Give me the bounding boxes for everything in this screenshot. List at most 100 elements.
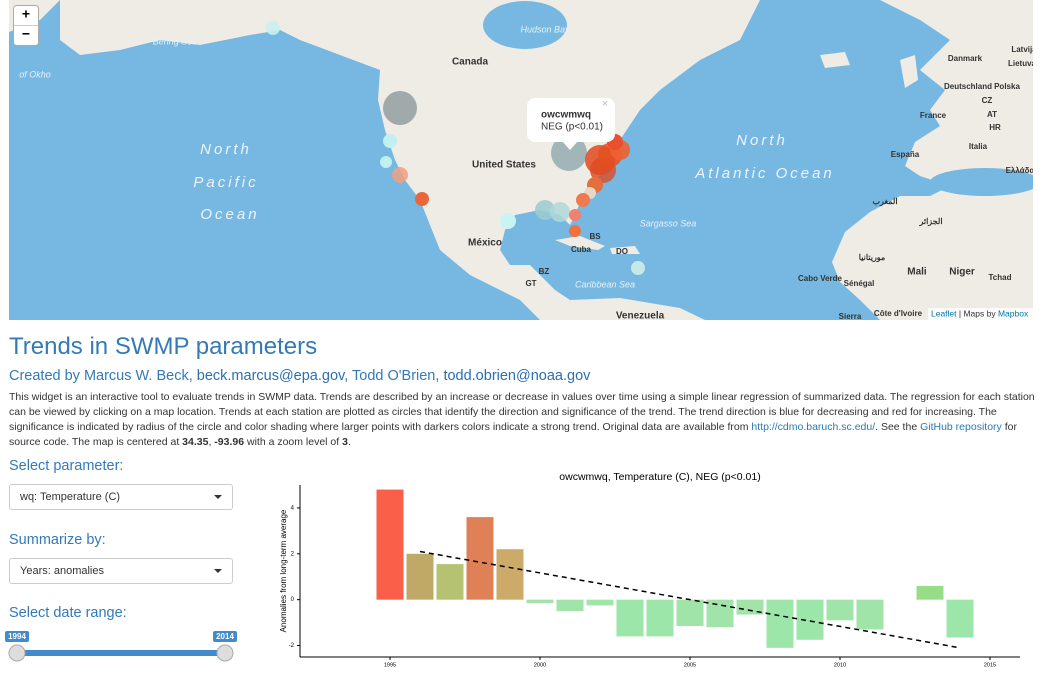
summary-label: Summarize by: bbox=[9, 532, 106, 548]
x-tick-label: 2010 bbox=[834, 662, 846, 668]
land bbox=[610, 246, 640, 254]
map-label: Caribbean Sea bbox=[575, 279, 635, 289]
sea bbox=[930, 168, 1033, 196]
summary-select[interactable]: Years: anomalies bbox=[9, 558, 233, 584]
map-label: Deutschland bbox=[944, 82, 992, 91]
latitude: 34.35 bbox=[182, 436, 209, 448]
parameter-label: Select parameter: bbox=[9, 458, 124, 474]
marker[interactable] bbox=[415, 192, 429, 206]
map-label: AT bbox=[987, 110, 997, 119]
bar bbox=[616, 599, 644, 637]
marker[interactable] bbox=[576, 193, 590, 207]
bar bbox=[676, 599, 704, 627]
zoom-control: + − bbox=[13, 5, 39, 46]
link[interactable]: GitHub repository bbox=[920, 421, 1002, 433]
description: This widget is an interactive tool to ev… bbox=[9, 390, 1035, 450]
bar bbox=[916, 585, 944, 600]
marker[interactable] bbox=[569, 209, 581, 221]
slider-track[interactable] bbox=[17, 650, 225, 656]
marker[interactable] bbox=[551, 135, 587, 171]
leaflet-link[interactable]: Leaflet bbox=[931, 309, 957, 319]
map-label: Côte d'Ivoire bbox=[874, 309, 923, 318]
map-label: Danmark bbox=[948, 54, 983, 63]
map-label: Ελλάδα bbox=[1006, 166, 1033, 175]
map-label: Niger bbox=[949, 267, 975, 278]
x-tick-label: 2015 bbox=[984, 662, 996, 668]
land bbox=[900, 55, 918, 88]
marker[interactable] bbox=[266, 21, 280, 35]
marker[interactable] bbox=[383, 134, 397, 148]
map-label: GT bbox=[525, 279, 536, 288]
email-link[interactable]: beck.marcus@epa.gov bbox=[196, 368, 345, 384]
text: . See the bbox=[875, 421, 921, 433]
map-label: Latvija bbox=[1011, 45, 1033, 54]
bar bbox=[496, 549, 524, 600]
map-label: Sargasso Sea bbox=[640, 218, 697, 228]
bar bbox=[736, 599, 764, 615]
marker[interactable] bbox=[500, 213, 516, 229]
land bbox=[560, 298, 705, 320]
bar bbox=[436, 564, 464, 600]
date-label: Select date range: bbox=[9, 605, 127, 621]
y-tick-label: 4 bbox=[291, 506, 295, 512]
map-label: México bbox=[468, 238, 502, 249]
mapbox-link[interactable]: Mapbox bbox=[998, 309, 1029, 319]
slider-value: 2014 bbox=[216, 632, 234, 641]
popup-station: owcwmwq bbox=[541, 110, 591, 121]
marker[interactable] bbox=[569, 225, 581, 237]
y-tick-label: 0 bbox=[291, 597, 295, 603]
y-tick-label: -2 bbox=[289, 643, 295, 649]
bar bbox=[856, 599, 884, 630]
map-label: Bering Sea bbox=[153, 36, 198, 46]
map-label: of Okho bbox=[19, 69, 51, 79]
map[interactable]: Bering Sea of Okho Hudson Bay Canada United … bbox=[9, 0, 1033, 320]
bar bbox=[526, 599, 554, 604]
zoom-in[interactable]: + bbox=[22, 6, 30, 22]
marker[interactable] bbox=[380, 156, 392, 168]
map-label: المغرب bbox=[872, 197, 897, 207]
map-label: Italia bbox=[969, 142, 988, 151]
bar bbox=[556, 599, 584, 612]
marker[interactable] bbox=[383, 91, 417, 125]
chart-title: owcwmwq, Temperature (C), NEG (p<0.01) bbox=[559, 471, 760, 483]
text: , bbox=[208, 436, 215, 448]
map-label: Canada bbox=[452, 57, 489, 68]
map-label: Cuba bbox=[571, 245, 592, 254]
map-label: Hudson Bay bbox=[520, 24, 570, 34]
bar bbox=[376, 489, 404, 600]
map-label: Polska bbox=[994, 82, 1020, 91]
parameter-select[interactable]: wq: Temperature (C) bbox=[9, 484, 233, 510]
zoom-out[interactable]: − bbox=[22, 26, 30, 42]
map-label: France bbox=[920, 111, 947, 120]
x-tick-label: 2000 bbox=[534, 662, 546, 668]
attribution-text: | Maps by bbox=[957, 309, 998, 319]
bar bbox=[466, 517, 494, 600]
y-axis-label: Anomalies from long-term average bbox=[279, 509, 288, 632]
markers[interactable] bbox=[266, 21, 645, 275]
link[interactable]: http://cdmo.baruch.sc.edu/ bbox=[751, 421, 876, 433]
bar bbox=[796, 599, 824, 640]
bar bbox=[946, 599, 974, 638]
map-label: Sierra bbox=[839, 312, 862, 320]
map-label: Cabo Verde bbox=[798, 274, 843, 283]
map-label: BZ bbox=[539, 267, 550, 276]
map-label: Lietuva bbox=[1008, 59, 1033, 68]
slider-handle[interactable] bbox=[8, 644, 26, 662]
popup-close[interactable]: × bbox=[602, 98, 608, 110]
x-tick-label: 2005 bbox=[684, 662, 696, 668]
land bbox=[820, 52, 850, 68]
byline-text: , Todd O'Brien, bbox=[344, 368, 444, 384]
marker[interactable] bbox=[550, 202, 570, 222]
slider-badge bbox=[213, 631, 237, 642]
byline: Created by Marcus W. Beck, beck.marcus@e… bbox=[9, 368, 590, 384]
map-label: CZ bbox=[982, 96, 993, 105]
map-label: Mali bbox=[907, 267, 927, 278]
marker[interactable] bbox=[631, 261, 645, 275]
email-link[interactable]: todd.obrien@noaa.gov bbox=[443, 368, 591, 384]
text: This widget is an interactive tool to ev… bbox=[9, 391, 1035, 433]
marker[interactable] bbox=[535, 200, 555, 220]
marker[interactable] bbox=[392, 167, 408, 183]
slider-handle[interactable] bbox=[216, 644, 234, 662]
map-label: موريتانيا bbox=[859, 253, 885, 263]
bar bbox=[646, 599, 674, 637]
